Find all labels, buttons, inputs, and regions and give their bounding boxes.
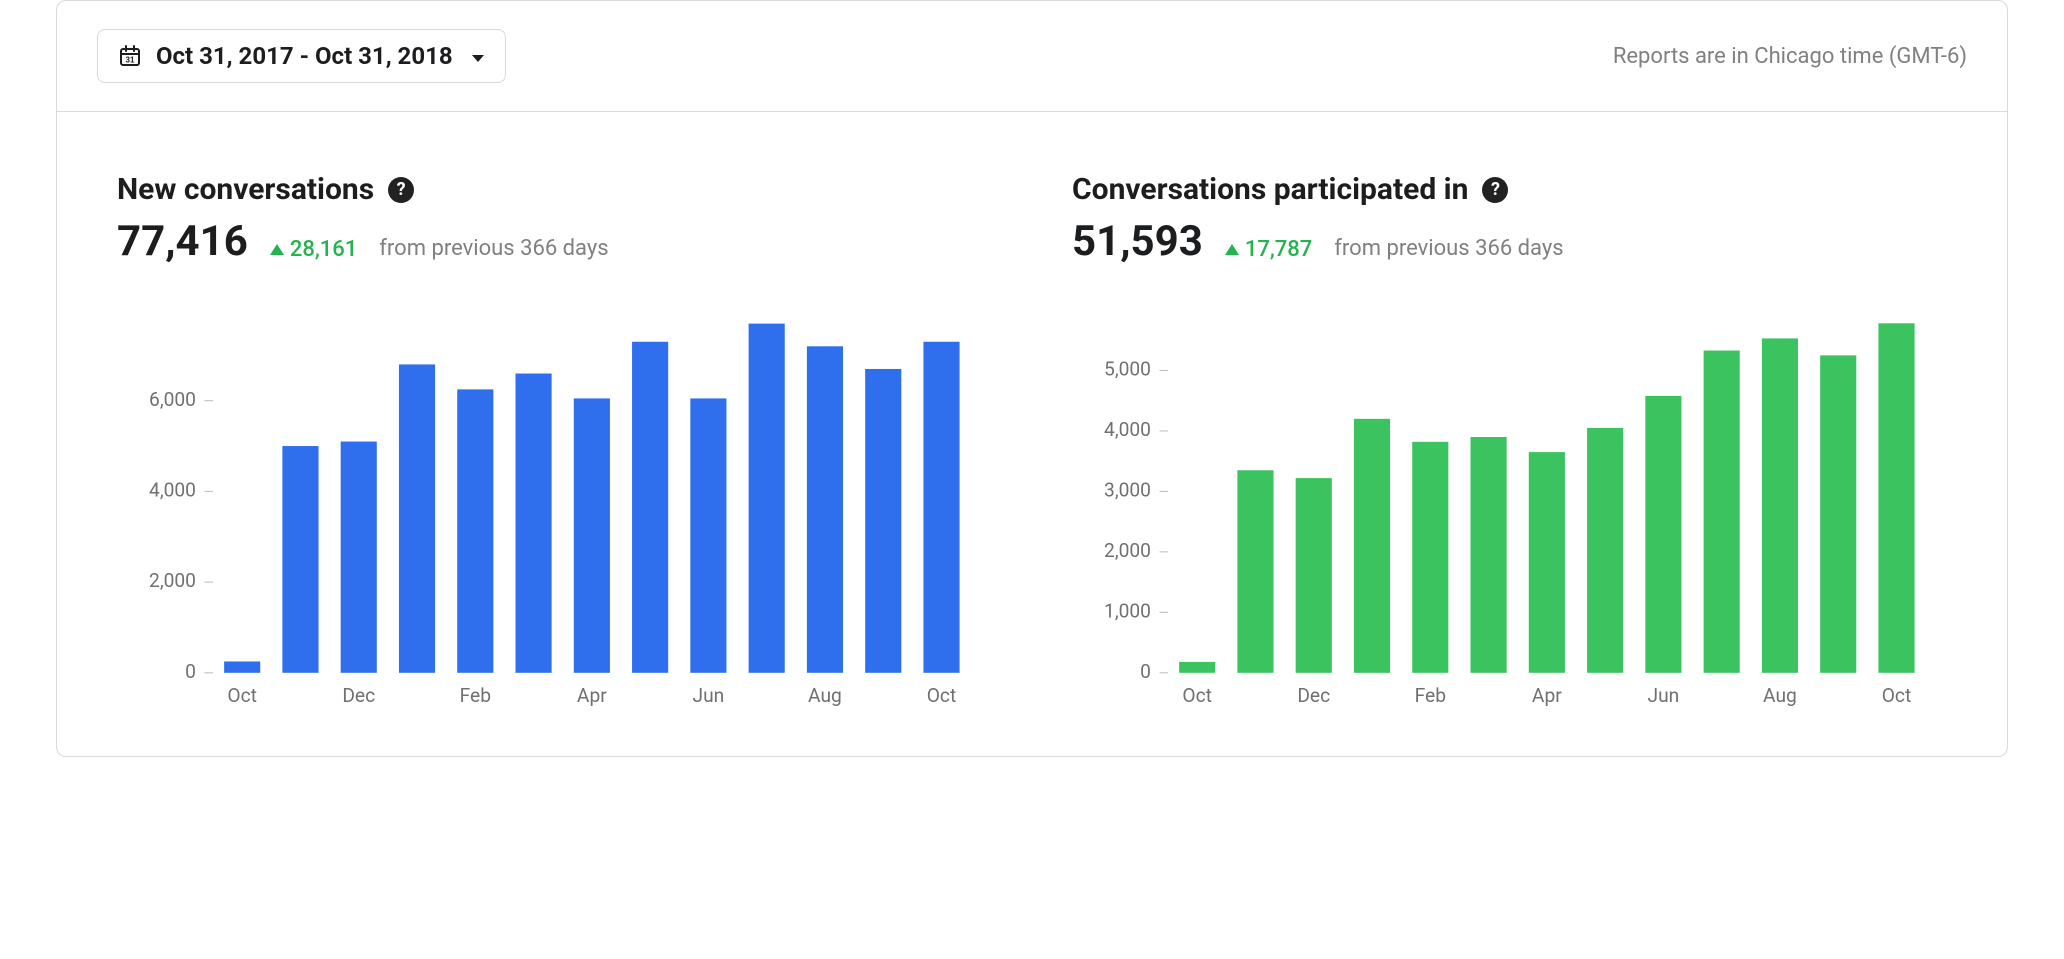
svg-text:Oct: Oct [227, 684, 257, 707]
chart-card-new-conversations: New conversations ? 77,416 28,161 from p… [77, 152, 1032, 736]
date-range-label: Oct 31, 2017 - Oct 31, 2018 [156, 42, 453, 70]
svg-text:0: 0 [185, 660, 196, 683]
svg-text:Apr: Apr [1532, 684, 1562, 707]
bar-chart-new-conversations: 0 2,000 4,000 6,000 Oct Dec Feb Apr Jun Aug Oct [117, 278, 992, 726]
svg-text:31: 31 [126, 56, 135, 65]
svg-text:4,000: 4,000 [149, 478, 196, 501]
svg-text:2,000: 2,000 [149, 569, 196, 592]
chart-from-previous: from previous 366 days [1334, 236, 1563, 261]
svg-text:Aug: Aug [808, 684, 842, 707]
chart-delta-value: 28,161 [290, 237, 357, 262]
svg-text:Jun: Jun [1648, 684, 1680, 707]
chart-from-previous: from previous 366 days [379, 236, 608, 261]
help-icon[interactable]: ? [1482, 177, 1508, 203]
svg-text:2,000: 2,000 [1104, 539, 1151, 562]
help-icon[interactable]: ? [388, 177, 414, 203]
timezone-note: Reports are in Chicago time (GMT-6) [1613, 44, 1967, 69]
svg-text:5,000: 5,000 [1104, 358, 1151, 381]
date-range-picker[interactable]: 31 Oct 31, 2017 - Oct 31, 2018 [97, 29, 506, 83]
svg-text:Aug: Aug [1763, 684, 1797, 707]
svg-text:Dec: Dec [1297, 684, 1330, 707]
svg-text:Oct: Oct [1882, 684, 1912, 707]
svg-text:0: 0 [1140, 660, 1151, 683]
chart-delta-value: 17,787 [1245, 237, 1312, 262]
bar-chart-participated: 0 1,000 2,000 3,000 4,000 5,000 Oct Dec Feb Apr Ju… [1072, 278, 1947, 726]
calendar-icon: 31 [118, 44, 142, 68]
svg-text:4,000: 4,000 [1104, 418, 1151, 441]
svg-text:Feb: Feb [460, 684, 491, 707]
trend-up-icon [1225, 244, 1239, 255]
svg-text:3,000: 3,000 [1104, 478, 1151, 501]
svg-text:1,000: 1,000 [1104, 599, 1151, 622]
svg-text:Feb: Feb [1415, 684, 1446, 707]
chart-delta: 28,161 [270, 237, 357, 262]
svg-text:Oct: Oct [927, 684, 957, 707]
svg-text:Jun: Jun [693, 684, 725, 707]
report-panel: 31 Oct 31, 2017 - Oct 31, 2018 Reports a… [56, 0, 2008, 757]
trend-up-icon [270, 244, 284, 255]
chart-total: 77,416 [117, 217, 248, 266]
chart-title: New conversations [117, 172, 374, 207]
chevron-down-icon [471, 42, 485, 70]
chart-card-participated: Conversations participated in ? 51,593 1… [1032, 152, 1987, 736]
chart-total: 51,593 [1072, 217, 1203, 266]
charts-row: New conversations ? 77,416 28,161 from p… [57, 112, 2007, 756]
svg-text:Oct: Oct [1182, 684, 1212, 707]
svg-text:Dec: Dec [342, 684, 375, 707]
chart-delta: 17,787 [1225, 237, 1312, 262]
chart-title: Conversations participated in [1072, 172, 1468, 207]
svg-text:Apr: Apr [577, 684, 607, 707]
svg-text:6,000: 6,000 [149, 388, 196, 411]
panel-header: 31 Oct 31, 2017 - Oct 31, 2018 Reports a… [57, 1, 2007, 112]
